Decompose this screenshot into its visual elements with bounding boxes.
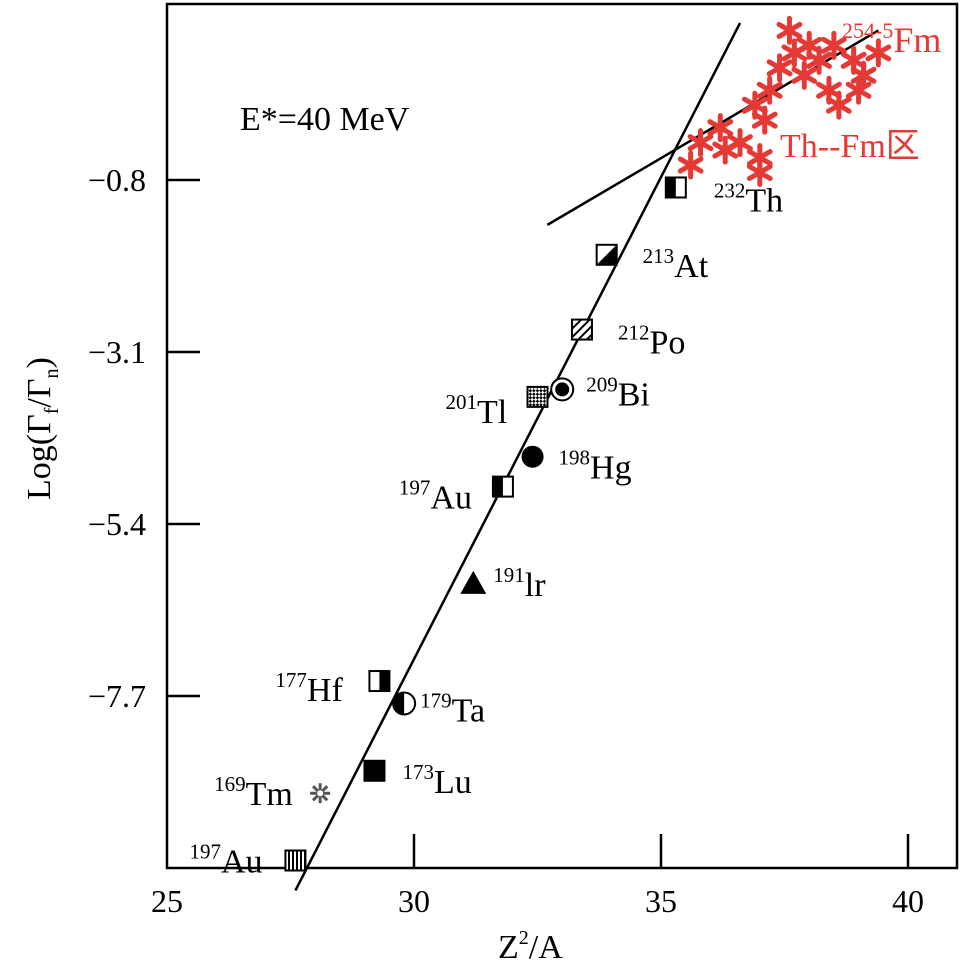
region-point bbox=[791, 60, 818, 90]
y-label-sub1: f bbox=[41, 407, 63, 414]
point-191lr bbox=[460, 570, 487, 594]
region-point bbox=[825, 90, 852, 120]
region-point bbox=[746, 143, 773, 173]
label-197Au: 197Au bbox=[399, 476, 472, 517]
point-173Lu bbox=[363, 759, 386, 782]
region-label: Th--Fm区 bbox=[780, 128, 920, 165]
point-177Hf bbox=[368, 670, 391, 693]
point-213At bbox=[595, 243, 618, 266]
x-label-rest: /A bbox=[529, 929, 563, 964]
region-point bbox=[707, 113, 734, 143]
y-label-post: ) bbox=[21, 357, 58, 368]
region-point bbox=[712, 135, 739, 165]
region-point bbox=[677, 150, 704, 180]
point-197Au bbox=[491, 475, 514, 498]
label-169Tm: 169Tm bbox=[214, 772, 293, 813]
region-point bbox=[865, 38, 892, 68]
label-177Hf: 177Hf bbox=[275, 668, 343, 709]
label-191lr: 191lr bbox=[493, 563, 546, 604]
fm-element: Fm bbox=[893, 20, 941, 60]
region-point bbox=[687, 128, 714, 158]
x-tick-label-40: 40 bbox=[892, 883, 924, 919]
main-fit-line bbox=[294, 22, 742, 892]
fm-mass: 254-5 bbox=[842, 18, 893, 43]
plot-frame bbox=[165, 2, 959, 870]
axis-ticks: 25 30 35 40 −0.8 −3.1 −5.4 −7.7 bbox=[88, 162, 924, 919]
y-label-pre: Log(Γ bbox=[21, 414, 58, 500]
x-tick-label-30: 30 bbox=[398, 883, 430, 919]
label-197Au: 197Au bbox=[189, 840, 262, 881]
point-169Tm bbox=[310, 783, 331, 804]
point-212Po bbox=[570, 318, 593, 341]
point-179Ta bbox=[392, 691, 417, 716]
x-axis-label: Z2/A bbox=[498, 927, 563, 964]
x-tick-label-25: 25 bbox=[151, 883, 183, 919]
y-axis-label: Log(Γf/Γn) bbox=[21, 357, 63, 500]
y-label-sub2: n bbox=[41, 368, 63, 378]
label-198Hg: 198Hg bbox=[559, 446, 632, 487]
fm-label: 254-5Fm bbox=[842, 18, 941, 60]
region-point bbox=[756, 75, 783, 105]
point-232Th bbox=[664, 176, 687, 199]
region-point bbox=[751, 105, 778, 135]
x-tick-label-35: 35 bbox=[645, 883, 677, 919]
y-tick-label--7.7: −7.7 bbox=[88, 678, 146, 714]
region-point bbox=[766, 53, 793, 83]
data-point-labels: 197Au 169Tm 173Lu 177Hf 179Ta 191lr 197Au 198Hg… bbox=[189, 178, 783, 880]
label-201Tl: 201Tl bbox=[446, 390, 508, 431]
region-point bbox=[776, 15, 803, 45]
point-209Bi bbox=[550, 377, 575, 402]
region-point bbox=[727, 128, 753, 158]
y-label-mid: /Γ bbox=[21, 378, 58, 407]
th-fm-region-points bbox=[677, 15, 892, 188]
x-label-z: Z bbox=[498, 929, 519, 964]
point-198Hg bbox=[521, 445, 544, 468]
y-tick-label--3.1: −3.1 bbox=[88, 334, 146, 370]
label-212Po: 212Po bbox=[618, 321, 685, 362]
label-173Lu: 173Lu bbox=[402, 760, 471, 801]
label-179Ta: 179Ta bbox=[420, 688, 485, 729]
label-232Th: 232Th bbox=[714, 178, 783, 219]
x-label-sup: 2 bbox=[519, 927, 529, 949]
region-point bbox=[821, 30, 847, 60]
point-201Tl bbox=[526, 385, 549, 408]
region-point bbox=[806, 45, 832, 75]
data-points bbox=[284, 176, 687, 872]
region-point bbox=[845, 75, 872, 105]
y-tick-label--0.8: −0.8 bbox=[88, 162, 146, 198]
energy-annotation: E*=40 MeV bbox=[240, 101, 410, 138]
label-213At: 213At bbox=[643, 244, 709, 285]
y-tick-label--5.4: −5.4 bbox=[88, 506, 146, 542]
label-209Bi: 209Bi bbox=[586, 372, 650, 413]
point-197Au bbox=[284, 849, 307, 872]
